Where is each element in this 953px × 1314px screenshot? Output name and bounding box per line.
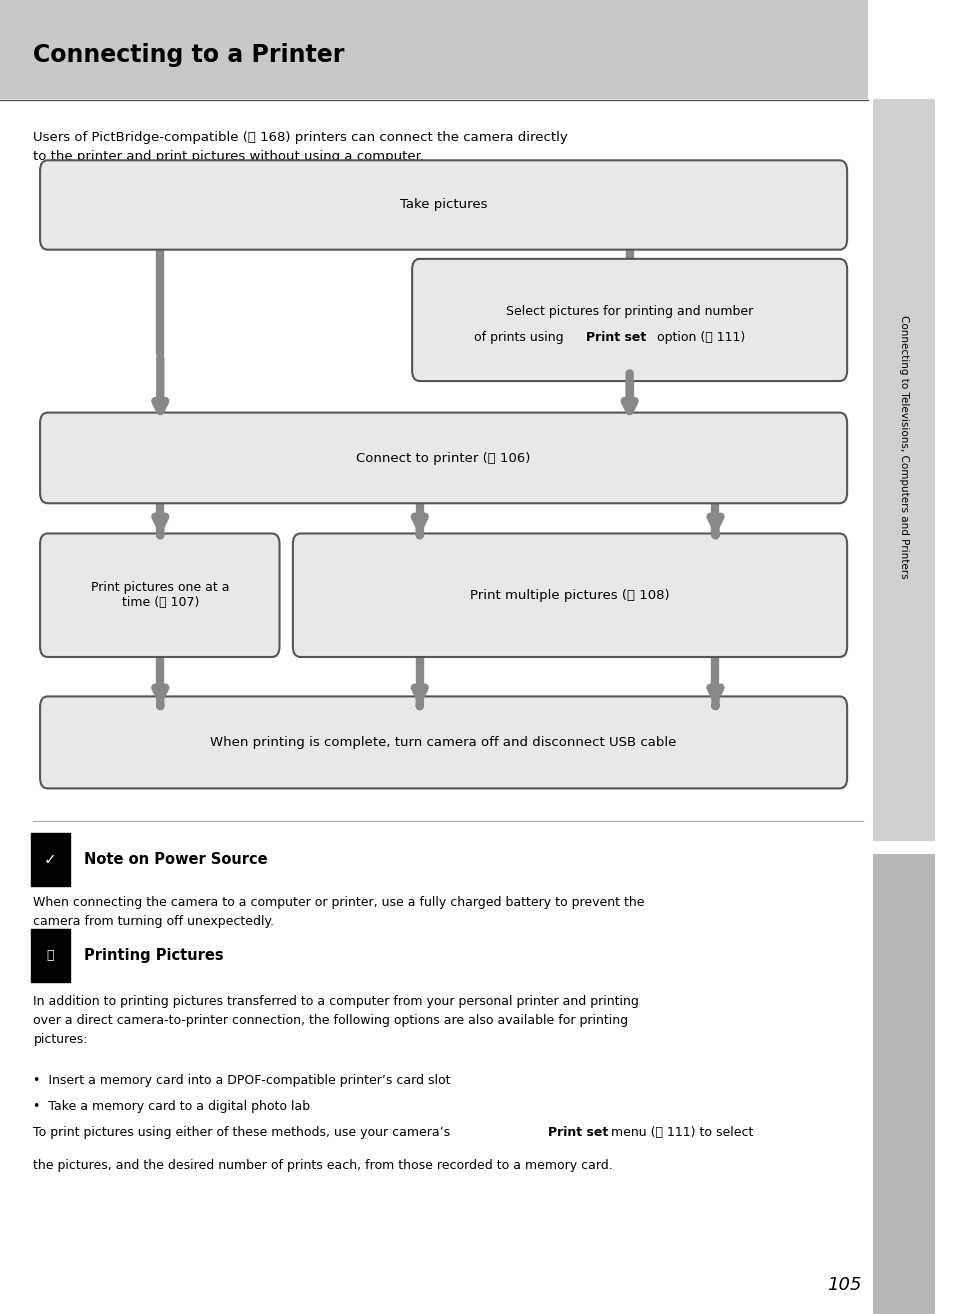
Text: Note on Power Source: Note on Power Source	[84, 851, 267, 867]
FancyBboxPatch shape	[0, 0, 867, 99]
Text: Take pictures: Take pictures	[399, 198, 487, 212]
FancyBboxPatch shape	[40, 160, 846, 250]
FancyBboxPatch shape	[293, 533, 846, 657]
Text: Connect to printer (Ⓣ 106): Connect to printer (Ⓣ 106)	[356, 452, 530, 465]
Text: Connecting to a Printer: Connecting to a Printer	[33, 43, 344, 67]
Text: Users of PictBridge-compatible (Ⓣ 168) printers can connect the camera directly
: Users of PictBridge-compatible (Ⓣ 168) p…	[33, 131, 568, 163]
Text: Print multiple pictures (Ⓣ 108): Print multiple pictures (Ⓣ 108)	[469, 589, 669, 602]
Text: Connecting to Televisions, Computers and Printers: Connecting to Televisions, Computers and…	[899, 315, 908, 578]
FancyBboxPatch shape	[40, 696, 846, 788]
Text: •  Insert a memory card into a DPOF-compatible printer’s card slot: • Insert a memory card into a DPOF-compa…	[33, 1074, 451, 1087]
Text: When printing is complete, turn camera off and disconnect USB cable: When printing is complete, turn camera o…	[211, 736, 676, 749]
Text: Printing Pictures: Printing Pictures	[84, 947, 223, 963]
Text: Ⓣ: Ⓣ	[47, 949, 54, 962]
Text: the pictures, and the desired number of prints each, from those recorded to a me: the pictures, and the desired number of …	[33, 1159, 613, 1172]
FancyBboxPatch shape	[31, 929, 70, 982]
Text: Print set: Print set	[547, 1126, 607, 1139]
Text: To print pictures using either of these methods, use your camera’s: To print pictures using either of these …	[33, 1126, 454, 1139]
FancyBboxPatch shape	[40, 413, 846, 503]
FancyBboxPatch shape	[412, 259, 846, 381]
Text: Print set: Print set	[585, 331, 645, 344]
FancyBboxPatch shape	[872, 854, 934, 1314]
FancyBboxPatch shape	[872, 99, 934, 841]
Text: ✓: ✓	[44, 851, 57, 867]
Text: menu (Ⓣ 111) to select: menu (Ⓣ 111) to select	[606, 1126, 752, 1139]
Text: option (Ⓣ 111): option (Ⓣ 111)	[653, 331, 745, 344]
Text: In addition to printing pictures transferred to a computer from your personal pr: In addition to printing pictures transfe…	[33, 995, 639, 1046]
Text: Select pictures for printing and number: Select pictures for printing and number	[505, 305, 753, 318]
Text: of prints using: of prints using	[474, 331, 567, 344]
FancyBboxPatch shape	[40, 533, 279, 657]
Text: 105: 105	[826, 1276, 861, 1294]
Text: •  Take a memory card to a digital photo lab: • Take a memory card to a digital photo …	[33, 1100, 310, 1113]
Text: Print pictures one at a
time (Ⓣ 107): Print pictures one at a time (Ⓣ 107)	[91, 581, 230, 610]
Text: When connecting the camera to a computer or printer, use a fully charged battery: When connecting the camera to a computer…	[33, 896, 644, 928]
FancyBboxPatch shape	[31, 833, 70, 886]
